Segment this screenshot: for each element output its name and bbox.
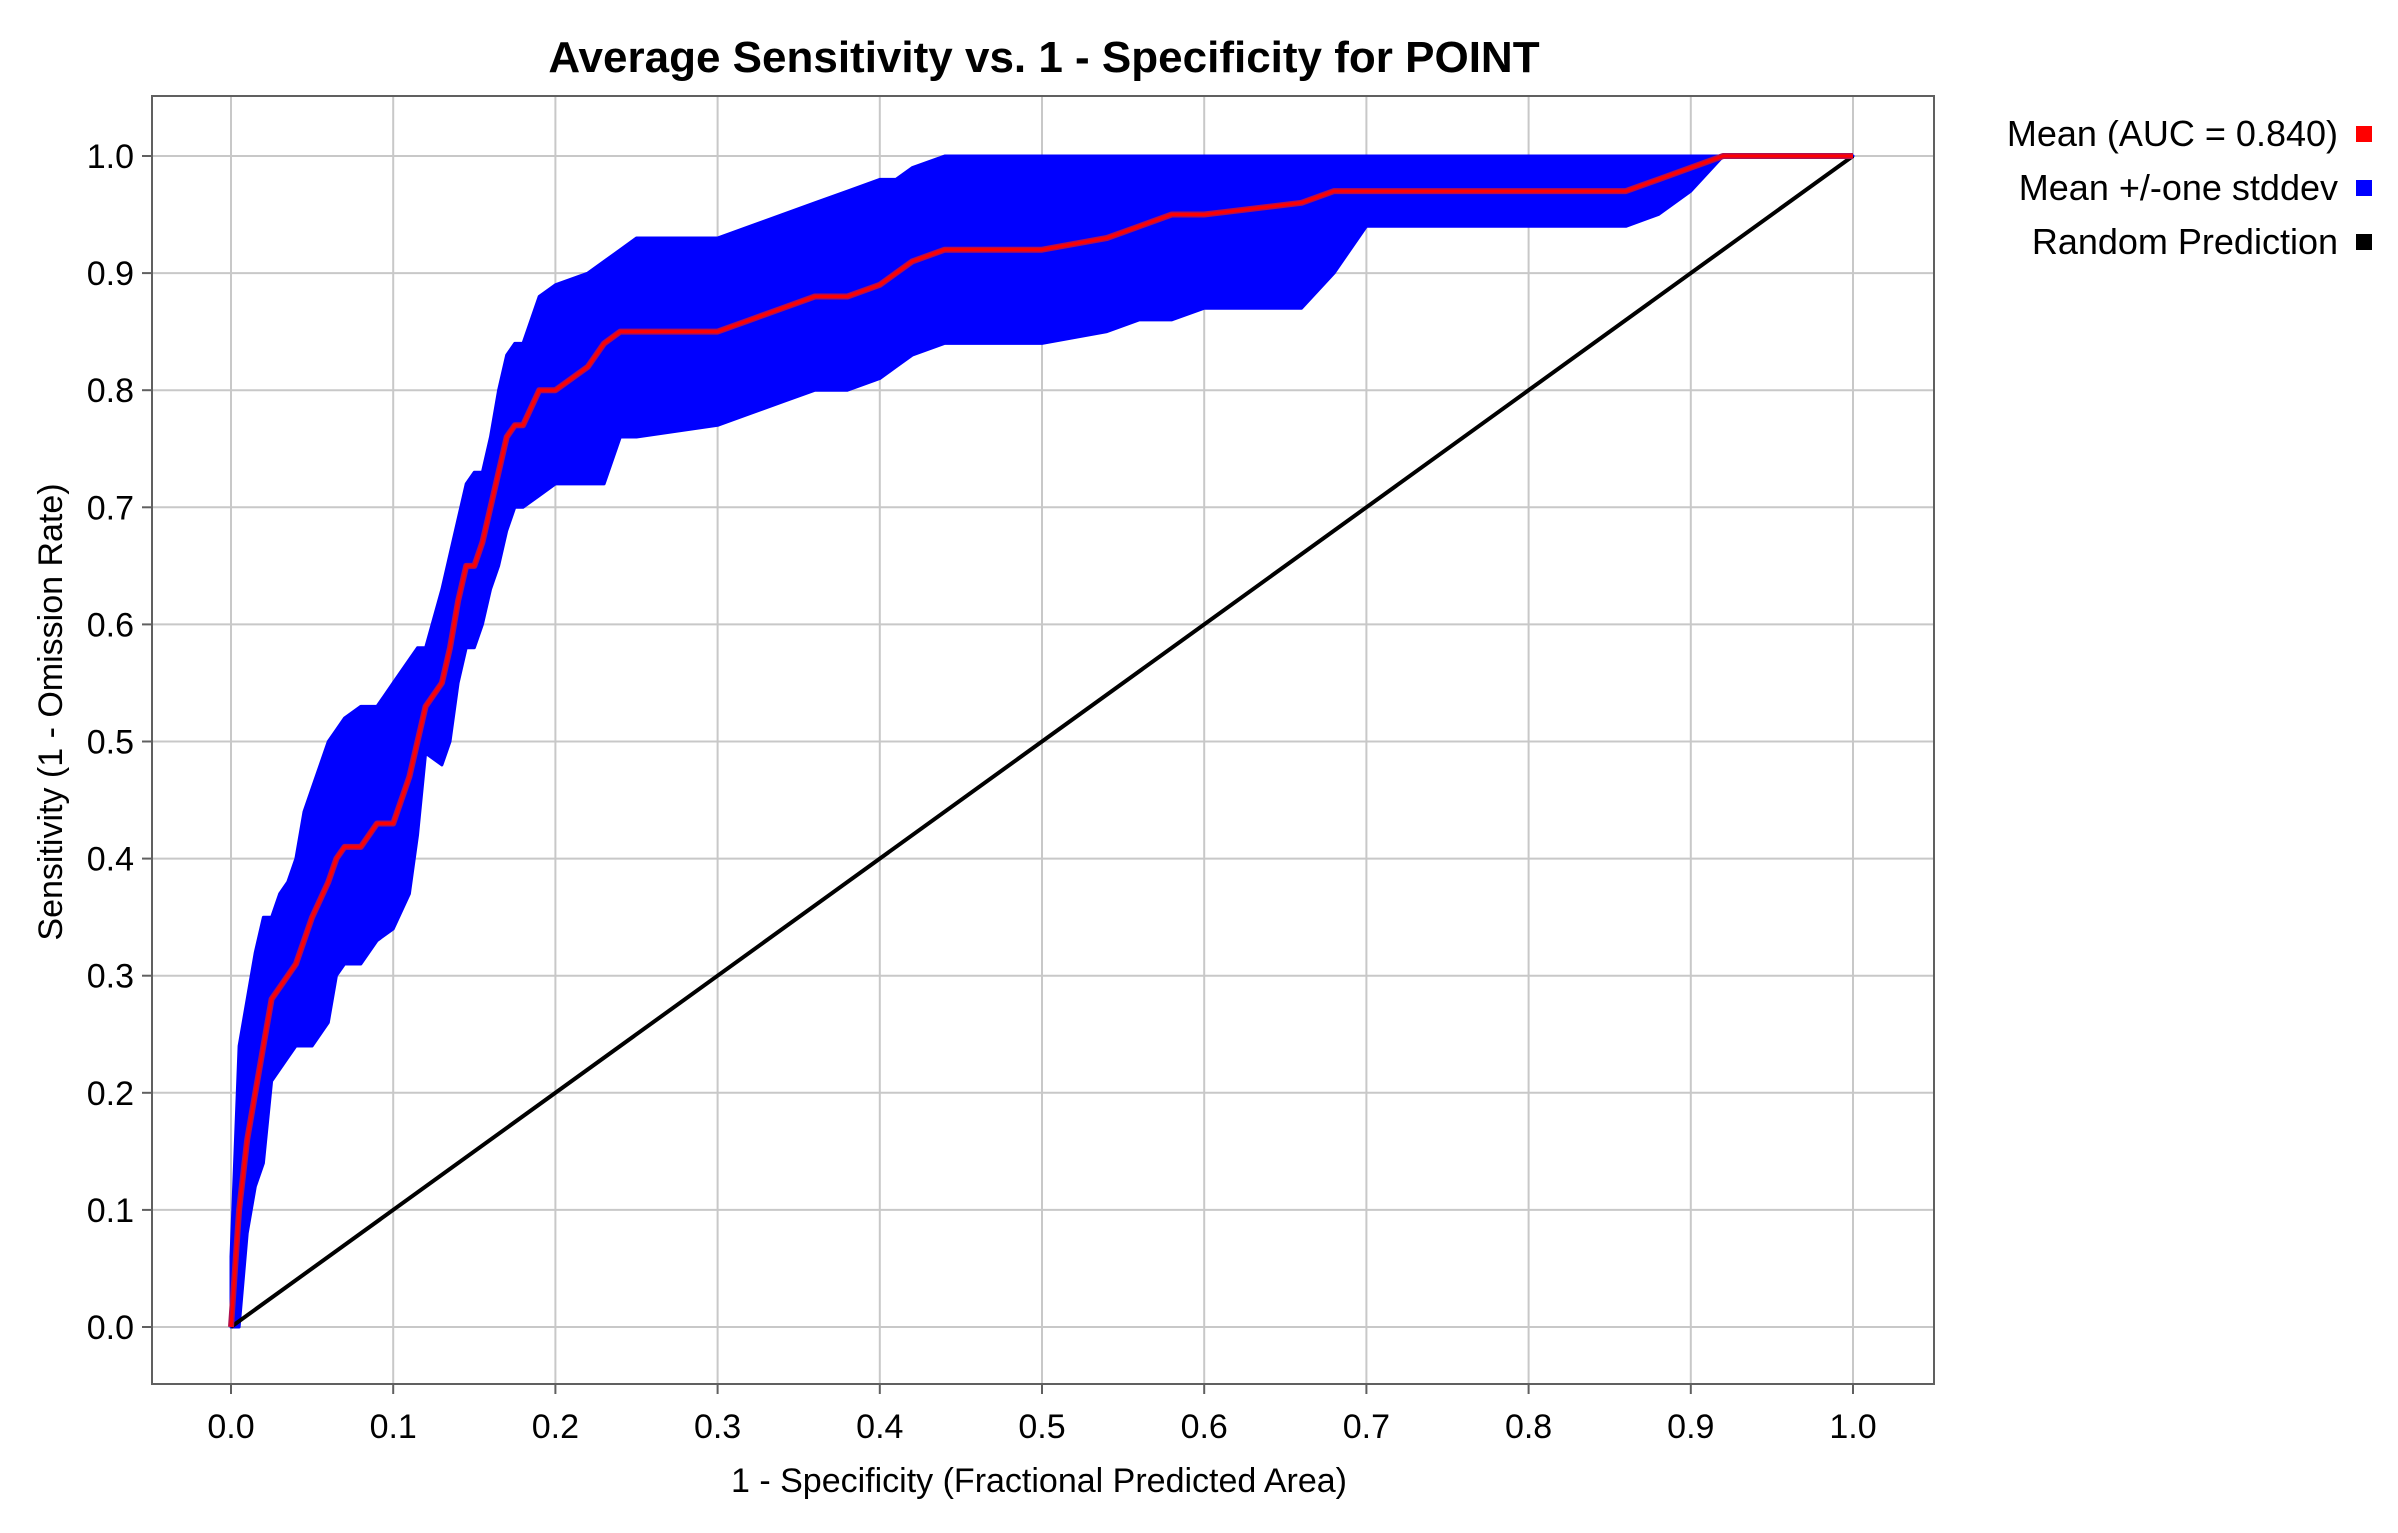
legend-label: Mean +/-one stddev bbox=[2019, 167, 2338, 208]
legend-swatch bbox=[2356, 126, 2372, 142]
y-tick-label: 0.6 bbox=[87, 606, 134, 644]
x-tick-label: 0.6 bbox=[1181, 1408, 1228, 1446]
plot-area: 0.0 0.1 0.2 0.3 0.4 0.5 0.6 0.7 0.8 0.9 1.0 0.0 0.1 0… bbox=[87, 95, 1935, 1446]
x-tick-label: 0.5 bbox=[1018, 1408, 1065, 1446]
chart-title: Average Sensitivity vs. 1 - Specificity … bbox=[548, 33, 1539, 82]
y-tick-label: 0.8 bbox=[87, 372, 134, 410]
legend-label: Random Prediction bbox=[2032, 221, 2338, 262]
y-tick-label: 0.7 bbox=[87, 489, 134, 527]
x-tick-label: 0.8 bbox=[1505, 1408, 1552, 1446]
y-tick-label: 0.9 bbox=[87, 255, 134, 293]
legend-label: Mean (AUC = 0.840) bbox=[2007, 113, 2338, 154]
mean-curve bbox=[229, 154, 1853, 1328]
x-tick-label: 0.7 bbox=[1343, 1408, 1390, 1446]
x-axis-label: 1 - Specificity (Fractional Predicted Ar… bbox=[731, 1462, 1347, 1500]
x-tick-label: 0.9 bbox=[1667, 1408, 1714, 1446]
x-tick-label: 0.1 bbox=[370, 1408, 417, 1446]
x-tick-label: 0.3 bbox=[694, 1408, 741, 1446]
y-tick-label: 0.2 bbox=[87, 1075, 134, 1113]
y-tick-label: 0.5 bbox=[87, 724, 134, 762]
legend-swatch bbox=[2356, 234, 2372, 250]
y-tick-label: 0.3 bbox=[87, 958, 134, 996]
legend-swatch bbox=[2356, 180, 2372, 196]
x-tick-label: 0.0 bbox=[207, 1408, 254, 1446]
y-tick-label: 0.4 bbox=[87, 841, 134, 879]
y-axis-label: Sensitivity (1 - Omission Rate) bbox=[32, 483, 70, 940]
y-tick-label: 0.1 bbox=[87, 1192, 134, 1230]
x-tick-label: 0.4 bbox=[856, 1408, 903, 1446]
y-tick-label: 1.0 bbox=[87, 138, 134, 176]
x-tick-label: 0.2 bbox=[532, 1408, 579, 1446]
random-prediction-line bbox=[229, 154, 1855, 1329]
legend: Mean (AUC = 0.840) Mean +/-one stddev Rand… bbox=[2007, 113, 2372, 262]
y-tick-label: 0.0 bbox=[87, 1309, 134, 1347]
x-tick-label: 1.0 bbox=[1829, 1408, 1876, 1446]
